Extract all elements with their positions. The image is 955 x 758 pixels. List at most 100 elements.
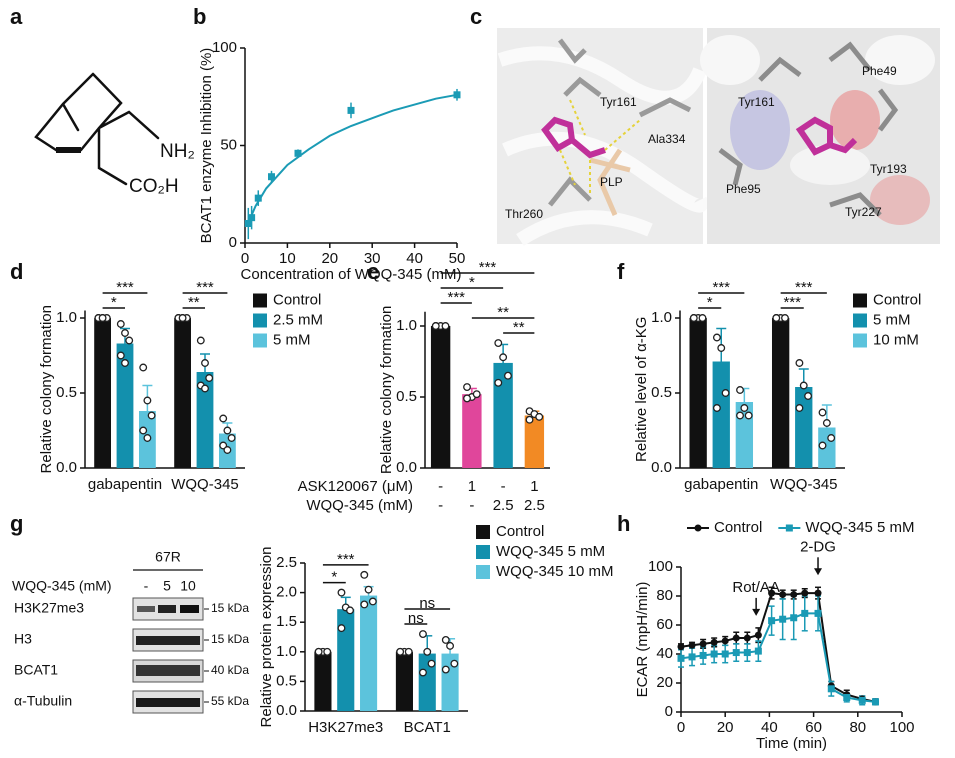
amine-label: NH₂ [160,141,195,162]
marker [688,653,696,661]
row-value: 1 [468,478,476,495]
legend-label: WQQ-345 5 mM [496,543,605,560]
data-point [314,647,323,656]
data-point [781,314,789,322]
panel-label: e [367,259,379,284]
data-point [736,411,744,420]
data-point [822,419,831,427]
y-tick-label: 100 [648,558,673,575]
panel-label: d [10,259,23,284]
data-point [472,390,481,399]
data-point [419,668,427,677]
significance-label: ns [408,610,424,627]
lane-label: 10 [180,578,196,594]
data-point [717,344,726,352]
bar [337,609,355,711]
marker [699,651,707,659]
data-point [712,404,721,412]
data-point [147,411,156,420]
legend-label: WQQ-345 10 mM [496,563,614,580]
point [347,106,355,114]
data-point [143,396,152,405]
point [254,194,262,202]
annotation-label: 2-DG [800,538,836,555]
marker-label: 15 kDa [211,632,249,646]
data-point [205,374,214,382]
marker [677,643,685,651]
marker [688,641,696,649]
western-blot: 67R WQQ-345 (mM) - 5 10 H3K27me3 H3 BCAT… [12,549,249,714]
row-value: 2.5 [493,497,514,514]
y-tick-label: 1.0 [651,309,672,326]
y-tick-label: 80 [656,587,673,604]
marker-label: 15 kDa [211,601,249,615]
legend-swatch [476,545,490,559]
data-point [178,314,187,322]
significance-label: *** [196,279,214,296]
panel-label: b [193,4,206,29]
marker [743,649,751,657]
annotation-arrowhead [752,608,761,616]
legend-label: 5 mM [873,311,911,328]
bar [524,415,545,468]
significance-label: *** [116,279,134,296]
legend-label: Control [873,291,921,308]
data-point [441,636,450,644]
residue-label: Tyr161 [600,95,637,109]
bar [360,595,378,711]
data-point [337,624,346,633]
y-tick-label: 1.5 [276,613,297,630]
category-label: gabapentin [684,476,758,493]
x-tick-label: 20 [717,719,734,736]
marker [779,591,787,599]
y-axis-label: Relative level of α-KG [633,317,650,462]
data-point [818,408,827,417]
x-tick-label: 0 [677,719,685,736]
y-tick-label: 0.5 [276,672,297,689]
fit-curve [246,93,458,226]
significance-label: *** [337,551,355,568]
annotation-arrowhead [814,568,823,576]
marker [721,650,729,658]
significance-label: * [331,569,337,586]
residue-label: Tyr161 [738,95,775,109]
x-tick-label: 10 [279,250,296,267]
marker [754,631,762,639]
y-tick-label: 0.5 [651,384,672,401]
data-point [360,600,369,609]
protein-label: α-Tubulin [14,693,72,709]
protein-label: H3 [14,631,32,647]
x-axis-label: Time (min) [756,735,827,752]
marker [871,698,879,706]
marker [801,589,809,597]
category-label: WQQ-345 [770,476,838,493]
legend-swatch [853,313,867,328]
point [248,214,256,222]
marker [858,696,866,704]
residue-label: Ala334 [648,132,686,146]
data-point [196,336,205,345]
marker-label: 40 kDa [211,663,249,677]
residue-label: PLP [600,175,623,189]
marker [732,634,740,642]
legend-marker [785,524,793,532]
marker [814,609,822,617]
data-point [446,641,455,650]
lane-label: - [144,578,149,594]
bar [314,651,332,711]
data-point [441,665,450,674]
series-line [680,612,876,703]
significance-label: *** [783,294,801,311]
panel-label: a [10,4,23,29]
category-label: gabapentin [88,476,162,493]
y-tick-label: 100 [212,39,237,56]
data-point [740,404,749,412]
data-point [364,585,373,594]
y-axis-label: Relative colony formation [38,305,55,473]
lane-label: 5 [163,578,171,594]
legend-swatch [253,313,267,328]
data-point [419,630,427,638]
row-value: - [501,478,506,495]
marker [721,637,729,645]
marker [768,589,776,597]
